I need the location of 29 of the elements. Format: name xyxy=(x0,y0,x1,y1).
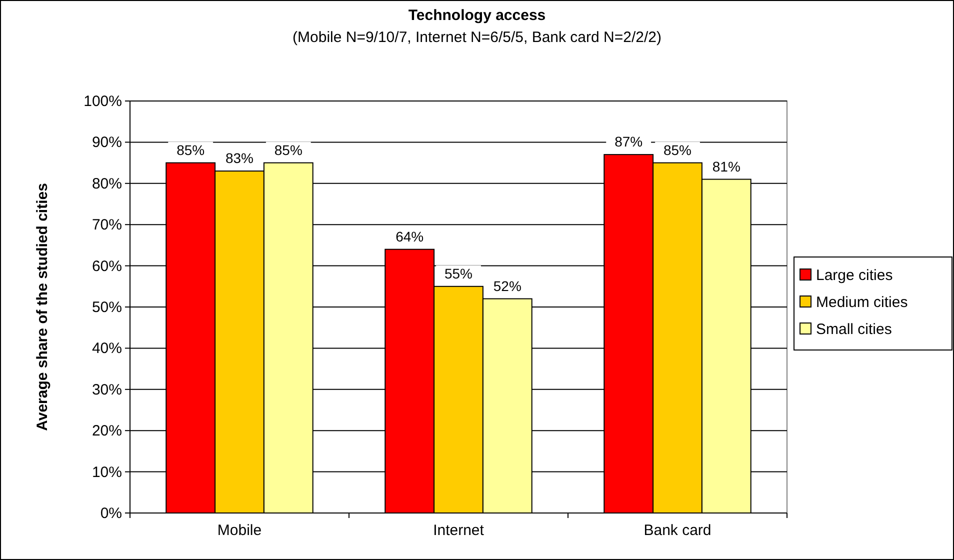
legend-label: Medium cities xyxy=(816,294,908,311)
data-label: 83% xyxy=(225,150,254,166)
data-label: 64% xyxy=(396,228,424,244)
y-tick-label: 60% xyxy=(92,258,122,275)
chart-subtitle: (Mobile N=9/10/7, Internet N=6/5/5, Bank card N=2/2/2) xyxy=(292,29,662,46)
y-tick-label: 40% xyxy=(92,340,122,358)
y-tick-label: 90% xyxy=(92,134,122,152)
y-tick-label: 50% xyxy=(92,299,122,316)
x-tick-label: Mobile xyxy=(217,522,262,539)
data-label: 81% xyxy=(712,158,740,174)
data-label: 87% xyxy=(614,134,643,150)
chart-title: Technology access xyxy=(408,7,546,24)
data-label: 55% xyxy=(444,265,473,282)
y-tick-label: 10% xyxy=(92,464,122,481)
x-tick-label: Internet xyxy=(433,522,485,539)
x-tick-label: Bank card xyxy=(644,522,712,539)
legend-label: Large cities xyxy=(816,267,893,284)
data-label: 85% xyxy=(176,142,205,158)
legend-label: Small cities xyxy=(816,321,892,338)
data-label: 85% xyxy=(274,142,302,158)
data-label: 52% xyxy=(493,278,522,294)
y-tick-label: 80% xyxy=(92,175,122,192)
y-tick-label: 30% xyxy=(92,381,122,398)
y-tick-label: 70% xyxy=(92,216,122,234)
y-axis-title: Average share of the studied cities xyxy=(34,183,51,431)
y-tick-label: 20% xyxy=(92,422,122,440)
y-tick-label: 100% xyxy=(84,93,122,110)
y-tick-label: 0% xyxy=(100,505,122,522)
data-label: 85% xyxy=(663,142,692,158)
